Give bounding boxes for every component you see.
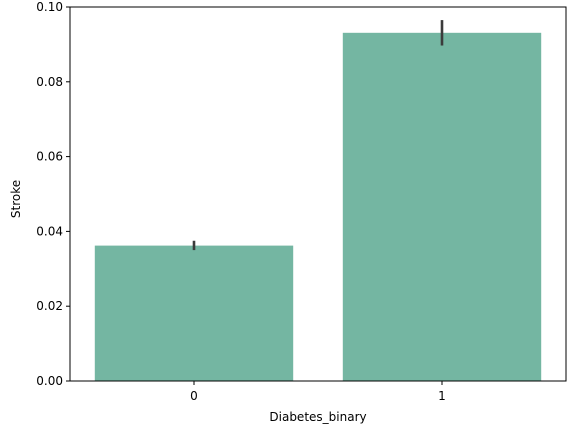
axes: 0.00 0.02 0.04 0.06 0.08 0.10 0 1: [36, 0, 567, 403]
y-tick-label: 0.08: [36, 75, 63, 89]
error-bars: [192, 20, 444, 251]
y-tick-label: 0.10: [36, 0, 63, 14]
x-tick-label: 1: [438, 389, 446, 403]
y-tick-label: 0.02: [36, 299, 63, 313]
bar-1: [342, 32, 542, 381]
y-tick-label: 0.04: [36, 224, 63, 238]
x-tick-label: 0: [190, 389, 198, 403]
y-tick-label: 0.00: [36, 374, 63, 388]
bar-0: [94, 245, 294, 381]
x-axis-label: Diabetes_binary: [269, 410, 366, 424]
plot-frame: [69, 6, 567, 382]
y-axis-label: Stroke: [9, 180, 23, 218]
y-tick-label: 0.06: [36, 150, 63, 164]
bars: [94, 32, 542, 381]
